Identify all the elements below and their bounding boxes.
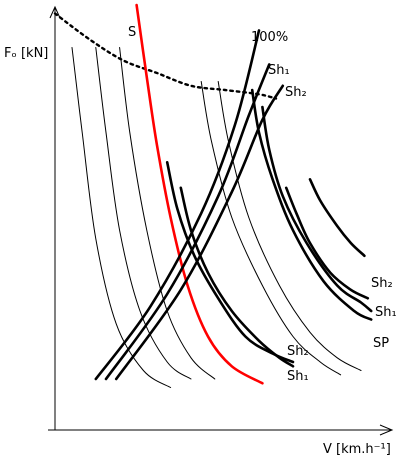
label-100-percent: 100% xyxy=(251,30,288,45)
series-line-thin-3 xyxy=(119,47,216,380)
label-sh1-low: Sh₁ xyxy=(287,369,309,384)
series-line-thin-4 xyxy=(200,81,342,376)
series-line-sh-8 xyxy=(104,63,271,381)
label-sh1-top: Sh₁ xyxy=(268,63,290,78)
label-sp: SP xyxy=(373,336,389,351)
series-line-sh-9 xyxy=(114,84,285,381)
series-line-s-6 xyxy=(135,3,264,385)
series-line-thick-15 xyxy=(308,178,366,258)
series-line-thin-2 xyxy=(95,47,192,380)
label-sh2-right: Sh₂ xyxy=(371,276,393,291)
series-line-100-7 xyxy=(94,29,261,381)
series-line-thin-1 xyxy=(71,47,172,388)
series-line-dotted-0 xyxy=(53,12,278,100)
label-sh1-right: Sh₁ xyxy=(375,305,397,320)
series-line-thick-14 xyxy=(284,186,370,300)
series-line-thick-10 xyxy=(250,88,373,321)
series-line-thick-11 xyxy=(261,105,373,313)
y-axis-label: Fₒ [kN] xyxy=(4,46,48,61)
y-axis-arrow xyxy=(49,5,61,19)
axes xyxy=(48,5,394,436)
label-s: S xyxy=(128,25,136,40)
label-sh2-low: Sh₂ xyxy=(287,344,309,359)
x-axis-label: V [km.h⁻¹] xyxy=(323,442,391,457)
label-sh2-top: Sh₂ xyxy=(285,85,307,100)
series-line-thick-13 xyxy=(179,186,295,368)
x-axis-arrow xyxy=(379,424,394,436)
curves xyxy=(53,3,373,388)
